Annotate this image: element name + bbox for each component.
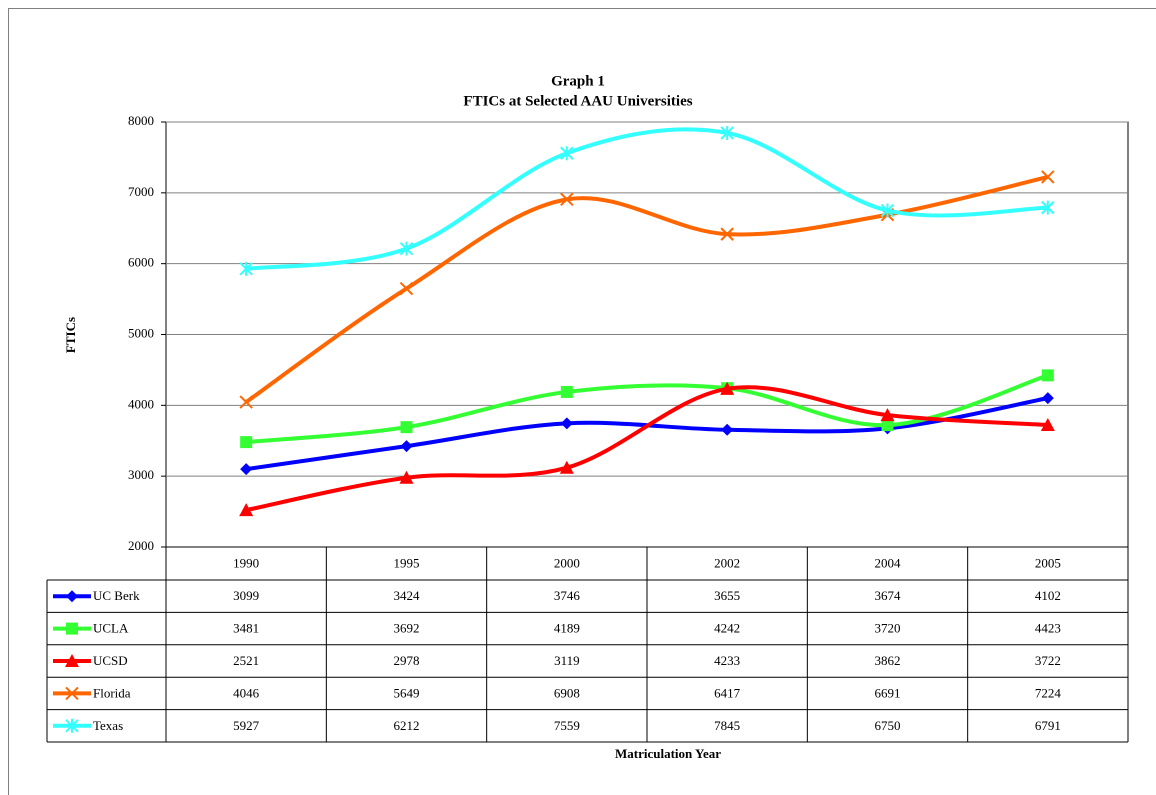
legend-label: UC Berk: [93, 588, 140, 603]
point-marker: [240, 436, 253, 449]
chart-title: Graph 1: [551, 73, 605, 89]
table-value: 4242: [714, 621, 740, 636]
y-tick-label: 4000: [128, 396, 154, 411]
y-tick-label: 8000: [128, 113, 154, 128]
table-value: 3119: [554, 653, 580, 668]
x-tick-label: 1990: [233, 555, 259, 570]
table-value: 5927: [233, 718, 260, 733]
table-value: 3674: [875, 588, 902, 603]
point-marker: [240, 463, 253, 476]
y-tick-label: 7000: [128, 184, 154, 199]
table-value: 4102: [1035, 588, 1061, 603]
table-value: 3720: [875, 621, 901, 636]
legend-marker: [65, 686, 79, 701]
table-value: 3862: [875, 653, 901, 668]
legend-marker: [65, 654, 79, 667]
point-marker: [1040, 418, 1055, 432]
table-value: 4233: [714, 653, 740, 668]
table-value: 3692: [394, 621, 420, 636]
point-marker: [720, 381, 735, 395]
table-value: 7224: [1035, 685, 1062, 700]
legend-marker: [65, 718, 79, 733]
point-marker: [560, 146, 574, 161]
table-value: 3722: [1035, 653, 1061, 668]
point-marker: [560, 192, 574, 207]
point-marker: [560, 417, 573, 430]
table-value: 6791: [1035, 718, 1061, 733]
point-marker: [721, 423, 734, 436]
y-tick-label: 5000: [128, 325, 154, 340]
point-marker: [560, 385, 573, 398]
legend-label: UCSD: [93, 653, 128, 668]
point-marker: [720, 125, 734, 140]
table-value: 3746: [554, 588, 581, 603]
legend-label: UCLA: [93, 621, 129, 636]
x-tick-label: 2002: [714, 555, 740, 570]
y-tick-label: 2000: [128, 538, 154, 553]
point-marker: [239, 503, 254, 517]
point-marker: [559, 460, 574, 474]
table-value: 4046: [233, 685, 260, 700]
table-value: 3481: [233, 621, 259, 636]
table-value: 6417: [714, 685, 741, 700]
point-marker: [239, 261, 253, 276]
table-value: 3424: [394, 588, 421, 603]
point-marker: [1041, 369, 1054, 382]
table-value: 3655: [714, 588, 740, 603]
point-marker: [880, 408, 895, 422]
point-marker: [881, 419, 894, 432]
point-marker: [400, 421, 413, 434]
point-marker: [880, 203, 895, 218]
series-line: [245, 373, 1049, 445]
table-value: 6212: [394, 718, 420, 733]
point-marker: [720, 227, 734, 241]
legend-marker: [66, 622, 78, 635]
point-marker: [1041, 170, 1055, 184]
table-value: 7845: [714, 718, 740, 733]
table-value: 6750: [875, 718, 901, 733]
point-marker: [1041, 392, 1054, 405]
table-value: 5649: [394, 685, 420, 700]
y-axis-label: FTICs: [63, 317, 78, 353]
table-value: 7559: [554, 718, 580, 733]
legend-marker: [66, 590, 78, 603]
x-tick-label: 2005: [1035, 555, 1061, 570]
table-value: 2521: [233, 653, 259, 668]
series-line: [245, 127, 1048, 271]
series-line: [245, 385, 1048, 513]
point-marker: [399, 281, 414, 296]
table-value: 3099: [233, 588, 259, 603]
table-value: 4189: [554, 621, 580, 636]
point-marker: [400, 440, 413, 453]
table-value: 6691: [875, 685, 901, 700]
point-marker: [239, 395, 253, 409]
table-value: 2978: [394, 653, 420, 668]
table-value: 6908: [554, 685, 580, 700]
chart-border: [8, 8, 1156, 795]
x-tick-label: 2004: [875, 555, 902, 570]
y-tick-label: 6000: [128, 255, 154, 270]
y-tick-label: 3000: [128, 467, 154, 482]
point-marker: [399, 470, 414, 484]
x-tick-label: 2000: [554, 555, 580, 570]
x-tick-label: 1995: [394, 555, 420, 570]
x-axis-label: Matriculation Year: [615, 746, 721, 761]
legend-label: Florida: [93, 685, 131, 700]
point-marker: [399, 241, 414, 256]
point-marker: [1041, 200, 1055, 215]
legend-label: Texas: [93, 718, 123, 733]
table-value: 4423: [1035, 621, 1061, 636]
chart-subtitle: FTICs at Selected AAU Universities: [463, 93, 692, 109]
